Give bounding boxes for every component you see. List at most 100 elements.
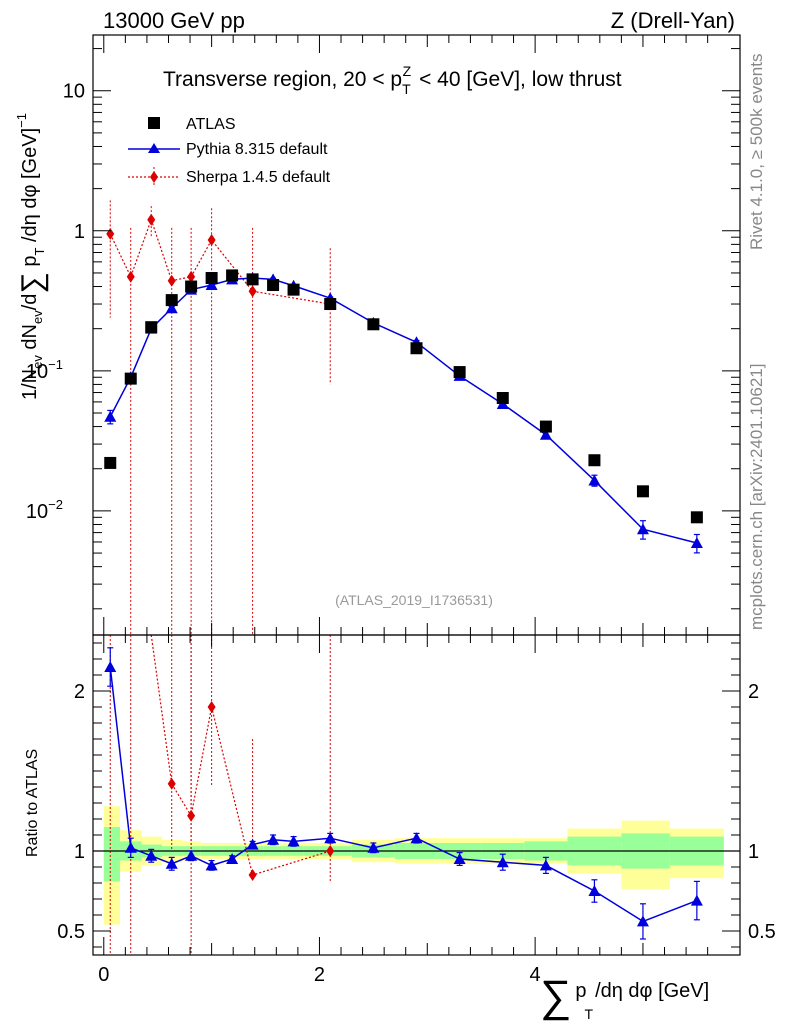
- sherpa-line: [109, 217, 331, 305]
- xlabel: ∑ p T/dη dφ [GeV]: [540, 972, 709, 1022]
- ratio-pythia-point: [165, 857, 178, 869]
- atlas-point: [324, 298, 337, 311]
- pythia-point: [588, 474, 601, 486]
- y-tick-exp: −2: [48, 497, 63, 512]
- ratio-pythia-point: [145, 849, 158, 861]
- atlas-point: [636, 485, 649, 498]
- xlabel-p: p: [575, 980, 586, 1002]
- atlas-point: [287, 283, 300, 296]
- ratio-pythia-line: [109, 666, 698, 923]
- pythia-point: [165, 302, 178, 314]
- ratio-y-tick-label-right: 2: [748, 681, 759, 703]
- ylabel-part-3: /d: [19, 294, 41, 311]
- sherpa-point: [147, 213, 156, 226]
- atlas-point: [690, 511, 703, 524]
- ratio-y-tick-label: 1: [74, 841, 85, 863]
- title-sup: Z: [403, 63, 412, 79]
- ratio-sherpa-point: [248, 869, 257, 881]
- ylabel-sub-t: T: [32, 248, 47, 256]
- ratio-sherpa-line-offscale: [150, 634, 173, 784]
- ratio-y-tick-label-right: 0.5: [748, 921, 776, 943]
- energy-label: 13000 GeV pp: [103, 8, 245, 33]
- y-tick-exp: −1: [48, 357, 63, 372]
- ratio-y-tick-label: 0.5: [57, 921, 85, 943]
- sherpa-point: [187, 270, 196, 283]
- pythia-point: [205, 279, 218, 291]
- atlas-point: [539, 420, 552, 433]
- ratio-pythia-point: [367, 841, 380, 853]
- ratio-plot-frame: [92, 634, 741, 956]
- atlas-point: [124, 372, 137, 385]
- ratio-axes: 0.5 0.5 1 1 2 2 0 2 4: [57, 635, 776, 986]
- atlas-point: [185, 280, 198, 293]
- ylabel-part-4: p: [19, 256, 41, 273]
- legend-atlas-label: ATLAS: [186, 116, 236, 133]
- atlas-point: [267, 279, 280, 292]
- title-part-1: Transverse region, 20 < p: [163, 68, 402, 91]
- ratio-y-tick-label: 2: [74, 681, 85, 703]
- y-tick-base: 10: [26, 501, 48, 523]
- rivet-label: Rivet 4.1.0, ≥ 500k events: [747, 54, 766, 250]
- xlabel-sub: T: [585, 1006, 594, 1022]
- y-tick-label: 10−2: [26, 497, 63, 523]
- ratio-pythia-point: [124, 841, 137, 853]
- atlas-point: [588, 454, 601, 467]
- legend-sherpa-label: Sherpa 1.4.5 default: [186, 169, 331, 186]
- ratio-pythia-point: [287, 835, 300, 847]
- ylabel-sub-ev2: ev: [30, 310, 45, 324]
- ratio-plot-marks: [104, 634, 703, 955]
- atlas-point: [145, 321, 158, 334]
- ylabel-sum: ∑: [16, 272, 49, 293]
- legend: ATLAS Pythia 8.315 default Sherpa 1.4.5 …: [128, 116, 331, 187]
- pythia-point: [690, 536, 703, 548]
- ratio-pythia-point: [539, 859, 552, 871]
- ratio-y-tick-label-right: 1: [748, 841, 759, 863]
- xlabel-rest: /dη dφ [GeV]: [595, 980, 709, 1002]
- main-plot-marks: [104, 200, 703, 635]
- chart-title: Transverse region, 20 < pTZ < 40 [GeV], …: [163, 63, 622, 97]
- atlas-point: [226, 269, 239, 282]
- y-tick-label: 1: [74, 221, 85, 243]
- atlas-point: [496, 391, 509, 404]
- x-tick-label: 2: [314, 964, 325, 986]
- sherpa-point: [207, 233, 216, 246]
- ratio-pythia-point: [690, 894, 703, 906]
- atlas-point: [205, 272, 218, 285]
- title-part-2: < 40 [GeV], low thrust: [413, 68, 622, 91]
- legend-pythia-marker: [148, 143, 160, 153]
- y-tick-label: 10: [63, 81, 85, 103]
- ylabel-sub-ev1: ev: [30, 355, 45, 369]
- ratio-pythia-point: [496, 856, 509, 868]
- sherpa-point: [248, 285, 257, 298]
- x-tick-label: 4: [530, 964, 541, 986]
- main-ylabel: 1/Nev dNev/d∑ pT /dη dφ [GeV]−1: [14, 113, 49, 400]
- ratio-pythia-point: [588, 885, 601, 896]
- ratio-pythia-point: [636, 915, 649, 927]
- ratio-pythia-point: [453, 853, 466, 864]
- atlas-point: [104, 456, 117, 469]
- ylabel-part-1: 1/N: [19, 369, 41, 400]
- legend-sherpa-marker: [150, 171, 158, 183]
- process-label: Z (Drell-Yan): [611, 8, 735, 33]
- atlas-point: [165, 294, 178, 307]
- sherpa-point: [167, 274, 176, 287]
- xlabel-sum: ∑: [540, 972, 571, 1021]
- y-tick-base: 10: [26, 361, 48, 383]
- pythia-point: [636, 523, 649, 535]
- atlas-point: [453, 366, 466, 379]
- ratio-pythia-point: [226, 853, 239, 864]
- ratio-pythia-point: [246, 838, 259, 850]
- ratio-sherpa-point: [207, 701, 216, 713]
- ratio-pythia-point: [104, 661, 117, 672]
- ratio-pythia-point: [185, 849, 198, 861]
- pythia-point: [104, 410, 117, 422]
- ylabel-sup: −1: [14, 113, 29, 128]
- analysis-id: (ATLAS_2019_I1736531): [335, 592, 493, 608]
- pythia-point: [539, 428, 552, 440]
- band-inner: [103, 827, 120, 882]
- mcplots-label: mcplots.cern.ch [arXiv:2401.10621]: [747, 364, 766, 630]
- legend-pythia-label: Pythia 8.315 default: [186, 141, 328, 158]
- pythia-line: [109, 277, 698, 544]
